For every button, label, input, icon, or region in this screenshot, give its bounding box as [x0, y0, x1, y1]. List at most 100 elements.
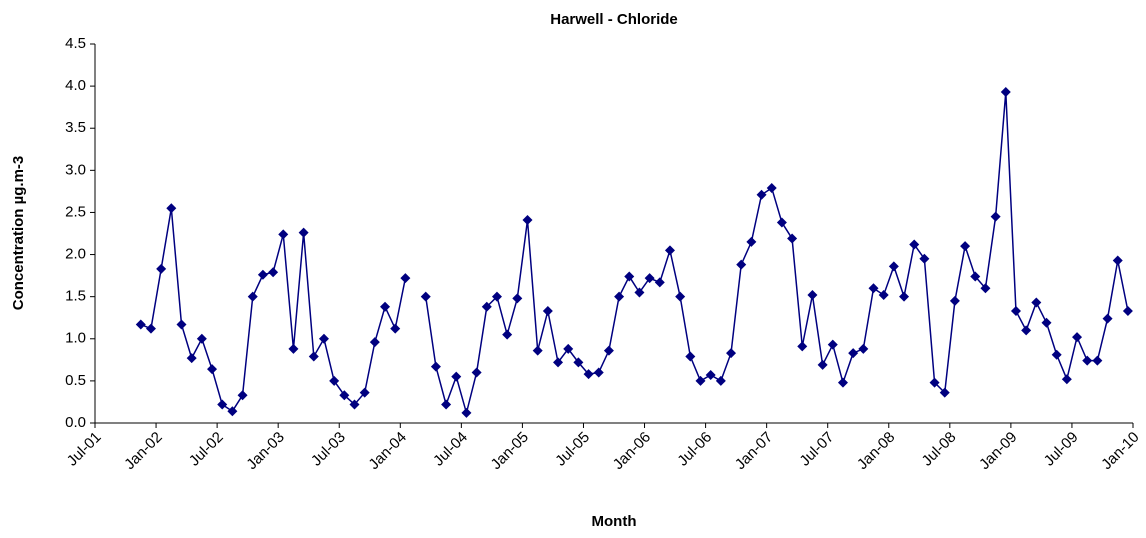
data-point — [807, 289, 818, 300]
y-tick-label: 0.5 — [65, 372, 86, 389]
data-point — [135, 319, 146, 330]
data-point — [1102, 313, 1113, 324]
data-point — [1041, 317, 1052, 328]
data-point — [553, 357, 564, 368]
chart-title: Harwell - Chloride — [550, 11, 678, 28]
data-point — [542, 305, 553, 316]
data-point — [186, 353, 197, 364]
data-point — [369, 337, 380, 348]
data-point — [960, 241, 971, 252]
data-point — [257, 269, 268, 280]
data-point — [919, 253, 930, 264]
data-point — [878, 289, 889, 300]
data-point — [746, 236, 757, 247]
y-axis-title: Concentration µg.m-3 — [10, 156, 27, 310]
data-point — [1082, 355, 1093, 366]
data-point — [726, 348, 737, 359]
data-point — [1072, 332, 1083, 343]
data-point — [817, 359, 828, 370]
data-point — [441, 399, 452, 410]
y-tick-label: 2.5 — [65, 203, 86, 220]
y-tick-label: 2.0 — [65, 246, 86, 263]
y-tick-label: 3.0 — [65, 161, 86, 178]
data-point — [1000, 87, 1011, 98]
x-tick-label: Jan-03 — [243, 429, 287, 473]
data-point — [929, 377, 940, 388]
data-point — [675, 291, 686, 302]
y-tick-label: 4.0 — [65, 77, 86, 94]
data-point — [614, 291, 625, 302]
x-tick-label: Jan-10 — [1098, 429, 1142, 473]
data-point — [990, 211, 1001, 222]
data-point — [237, 390, 248, 401]
data-point — [1010, 305, 1021, 316]
data-point — [217, 399, 228, 410]
data-point — [949, 295, 960, 306]
data-point — [380, 301, 391, 312]
data-point — [1092, 355, 1103, 366]
data-point — [420, 291, 431, 302]
data-point — [318, 333, 329, 344]
data-point — [1031, 297, 1042, 308]
data-point — [308, 351, 319, 362]
data-point — [471, 367, 482, 378]
y-tick-label: 0.0 — [65, 414, 86, 431]
x-tick-label: Jul-09 — [1041, 429, 1082, 470]
y-tick-label: 3.5 — [65, 119, 86, 136]
data-point — [156, 263, 167, 274]
y-tick-label: 4.5 — [65, 35, 86, 52]
data-point — [705, 369, 716, 380]
data-point — [298, 227, 309, 238]
x-tick-label: Jul-01 — [64, 429, 105, 470]
data-point — [664, 245, 675, 256]
data-point — [756, 189, 767, 200]
data-point — [390, 323, 401, 334]
data-point — [288, 343, 299, 354]
x-axis-title: Month — [592, 513, 637, 530]
data-point — [491, 291, 502, 302]
data-point — [563, 343, 574, 354]
x-tick-label: Jan-05 — [488, 429, 532, 473]
data-point — [603, 345, 614, 356]
data-point — [522, 215, 533, 226]
x-tick-label: Jul-04 — [430, 429, 471, 470]
x-tick-label: Jul-07 — [796, 429, 837, 470]
data-point — [430, 361, 441, 372]
data-point — [970, 271, 981, 282]
data-point — [583, 369, 594, 380]
x-tick-label: Jan-07 — [732, 429, 776, 473]
y-tick-label: 1.5 — [65, 288, 86, 305]
data-point — [461, 407, 472, 418]
x-tick-label: Jul-02 — [186, 429, 227, 470]
x-tick-label: Jul-06 — [674, 429, 715, 470]
data-point — [359, 387, 370, 398]
data-point — [624, 271, 635, 282]
data-point — [145, 323, 156, 334]
data-point — [268, 267, 279, 278]
data-point — [888, 261, 899, 272]
data-point — [349, 399, 360, 410]
data-point — [787, 233, 798, 244]
data-point — [247, 291, 258, 302]
data-point — [868, 283, 879, 294]
data-point — [339, 390, 350, 401]
data-point — [1122, 305, 1133, 316]
y-tick-label: 1.0 — [65, 330, 86, 347]
data-point — [278, 229, 289, 240]
data-point — [1051, 349, 1062, 360]
data-point — [827, 339, 838, 350]
data-point — [776, 217, 787, 228]
data-point — [837, 377, 848, 388]
x-tick-label: Jul-05 — [552, 429, 593, 470]
data-point — [766, 183, 777, 194]
data-point — [644, 273, 655, 284]
data-point — [451, 371, 462, 382]
data-point — [848, 348, 859, 359]
data-point — [654, 277, 665, 288]
data-point — [593, 367, 604, 378]
data-point — [939, 387, 950, 398]
data-point — [196, 333, 207, 344]
x-tick-label: Jan-09 — [976, 429, 1020, 473]
data-point — [1021, 325, 1032, 336]
